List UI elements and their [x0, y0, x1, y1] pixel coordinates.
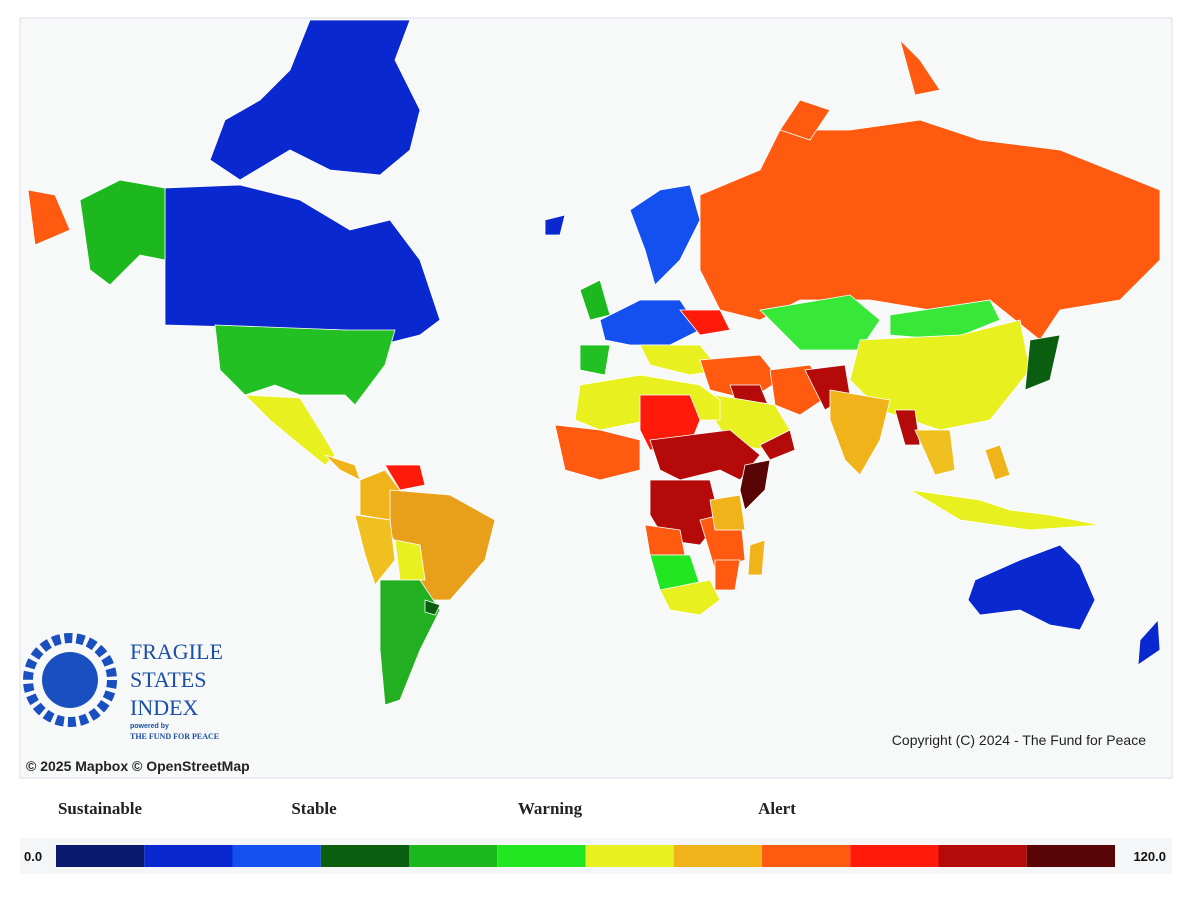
logo-gear: [23, 633, 117, 727]
logo-powered: powered by: [130, 723, 169, 730]
logo-org: THE FUND FOR PEACE: [130, 732, 219, 741]
color-step: [409, 845, 498, 867]
color-step: [497, 845, 586, 867]
attribution: © 2025 Mapbox © OpenStreetMap: [26, 758, 250, 774]
logo-text: STATES: [130, 667, 206, 692]
color-step: [938, 845, 1027, 867]
legend-min: 0.0: [24, 849, 42, 864]
color-step: [673, 845, 762, 867]
logo: FRAGILE STATES INDEX powered by THE FUND…: [23, 633, 223, 741]
map: [27, 19, 1161, 706]
legend-label: Sustainable: [58, 799, 143, 818]
legend-label: Stable: [291, 799, 337, 818]
legend-max: 120.0: [1133, 849, 1166, 864]
logo-text: INDEX: [130, 695, 199, 720]
color-step: [232, 845, 321, 867]
logo-globe: [42, 652, 98, 708]
color-step: [56, 845, 145, 867]
legend-label: Warning: [518, 799, 583, 818]
color-step: [585, 845, 674, 867]
logo-text: FRAGILE: [130, 639, 223, 664]
color-step: [144, 845, 233, 867]
color-step: [320, 845, 409, 867]
legend-label: Alert: [758, 799, 796, 818]
copyright: Copyright (C) 2024 - The Fund for Peace: [892, 732, 1146, 748]
color-step: [762, 845, 851, 867]
color-step: [1026, 845, 1115, 867]
color-step: [850, 845, 939, 867]
